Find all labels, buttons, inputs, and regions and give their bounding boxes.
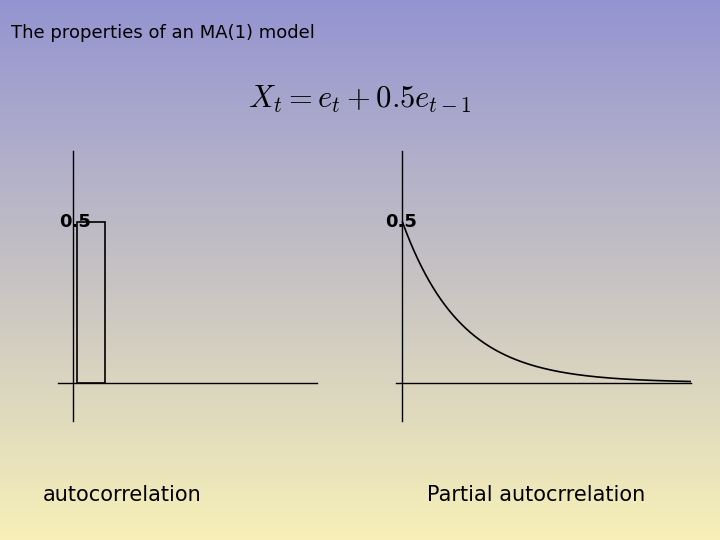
Text: 0.5: 0.5 [59, 213, 91, 231]
Text: 0.5: 0.5 [384, 213, 417, 231]
Text: $\mathit{X}_t = \mathit{e}_t + 0.5\mathit{e}_{t-1}$: $\mathit{X}_t = \mathit{e}_t + 0.5\mathi… [248, 84, 472, 116]
Bar [78, 222, 105, 383]
Text: Partial autocrrelation: Partial autocrrelation [427, 485, 646, 505]
Text: autocorrelation: autocorrelation [43, 485, 202, 505]
Text: The properties of an MA(1) model: The properties of an MA(1) model [11, 24, 315, 42]
